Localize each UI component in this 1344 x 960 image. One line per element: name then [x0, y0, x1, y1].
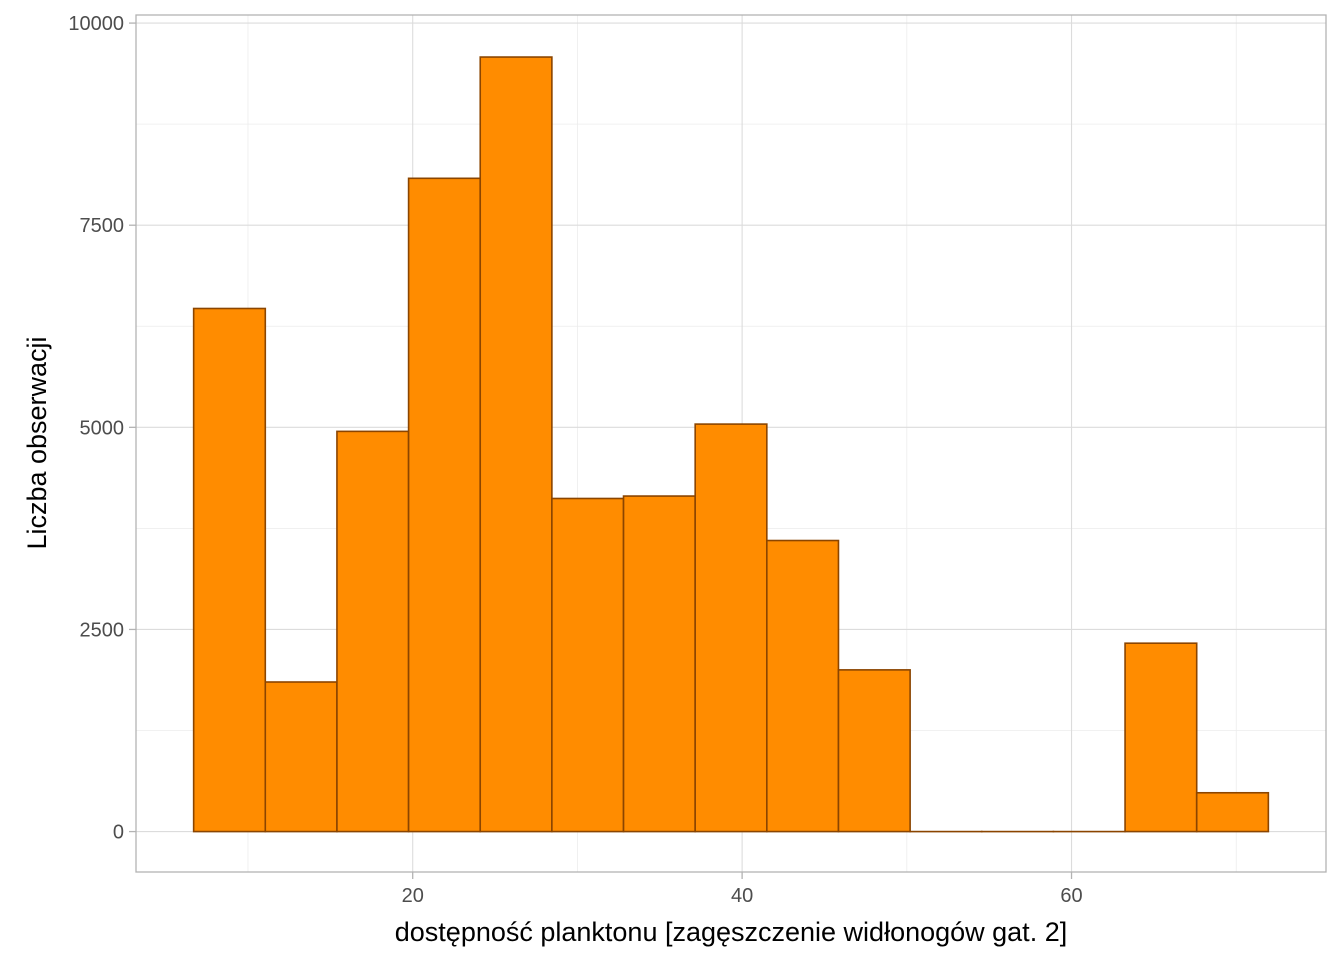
histogram-bars	[192, 56, 1270, 833]
panel-border	[135, 14, 1327, 873]
histogram-bar	[336, 430, 410, 833]
histogram-bar	[1124, 642, 1198, 833]
x-tick-label: 20	[402, 885, 424, 907]
x-axis-title: dostępność planktonu [zagęszczenie widło…	[395, 917, 1067, 947]
histogram-bar	[551, 497, 625, 833]
x-tick-labels: 20 40 60	[402, 885, 1083, 907]
histogram-bar	[407, 177, 482, 833]
y-tick-label: 10000	[68, 13, 124, 35]
x-tick-label: 60	[1060, 885, 1082, 907]
y-tick-label: 0	[113, 822, 124, 844]
y-tick-label: 2500	[80, 619, 125, 641]
x-tick-label: 40	[731, 885, 753, 907]
histogram-bar	[766, 539, 840, 833]
histogram-bar	[837, 669, 911, 833]
axis-ticks	[129, 22, 1073, 879]
y-axis-title: Liczba obserwacji	[22, 336, 52, 549]
histogram-bar	[192, 307, 267, 833]
y-tick-label: 5000	[80, 417, 125, 439]
y-tick-label: 7500	[80, 215, 125, 237]
histogram-bar	[479, 56, 553, 833]
histogram-bar	[694, 423, 768, 833]
histogram-bar	[1195, 791, 1270, 833]
histogram-bar	[264, 681, 338, 833]
y-tick-labels: 0 2500 5000 7500 10000	[68, 13, 124, 843]
histogram-bar	[622, 495, 696, 833]
